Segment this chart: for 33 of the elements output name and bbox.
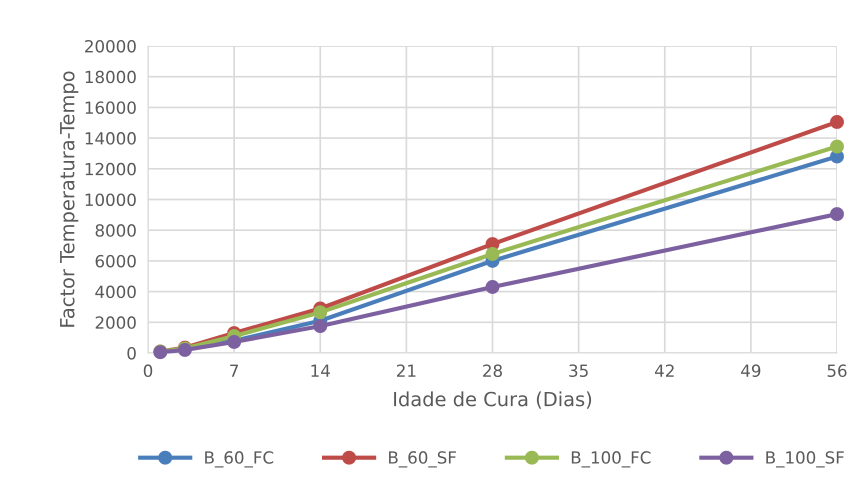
y-tick-label: 20000 — [85, 40, 136, 53]
x-axis-title: Idade de Cura (Dias) — [394, 391, 592, 409]
y-tick-label: 2000 — [96, 316, 136, 329]
y-tick-label: 6000 — [96, 254, 136, 268]
x-tick-label: 49 — [741, 364, 760, 378]
y-tick-label: 14000 — [86, 132, 136, 145]
x-tick-label: 28 — [483, 364, 502, 378]
y-tick-label: 8000 — [96, 224, 136, 237]
x-tick-label: 7 — [230, 364, 238, 377]
y-tick-label: 16000 — [86, 101, 136, 114]
point — [486, 280, 500, 294]
point — [313, 305, 328, 320]
point — [830, 207, 844, 222]
legend-label: B_100_FC — [572, 451, 650, 468]
legend-label: B_60_SF — [389, 451, 456, 468]
legend-label: B_60_FC — [205, 451, 274, 468]
point — [313, 319, 328, 334]
legend-label: B_100_SF — [766, 451, 844, 468]
y-tick-label: 10000 — [86, 193, 136, 206]
x-tick-label: 56 — [828, 364, 847, 378]
point — [830, 115, 844, 129]
y-axis-title: Factor Temperatura-Tempo — [60, 71, 78, 327]
x-tick-label: 14 — [311, 364, 330, 377]
x-tick-label: 0 — [144, 364, 152, 378]
y-tick-label: 12000 — [86, 162, 136, 176]
y-tick-label: 0 — [127, 346, 136, 360]
point — [486, 247, 500, 261]
point — [830, 140, 844, 154]
x-tick-label: 21 — [396, 364, 416, 377]
y-tick-label: 18000 — [86, 70, 136, 84]
x-tick-label: 42 — [654, 364, 674, 377]
y-tick-label: 4000 — [95, 286, 136, 298]
x-tick-label: 35 — [569, 364, 588, 378]
